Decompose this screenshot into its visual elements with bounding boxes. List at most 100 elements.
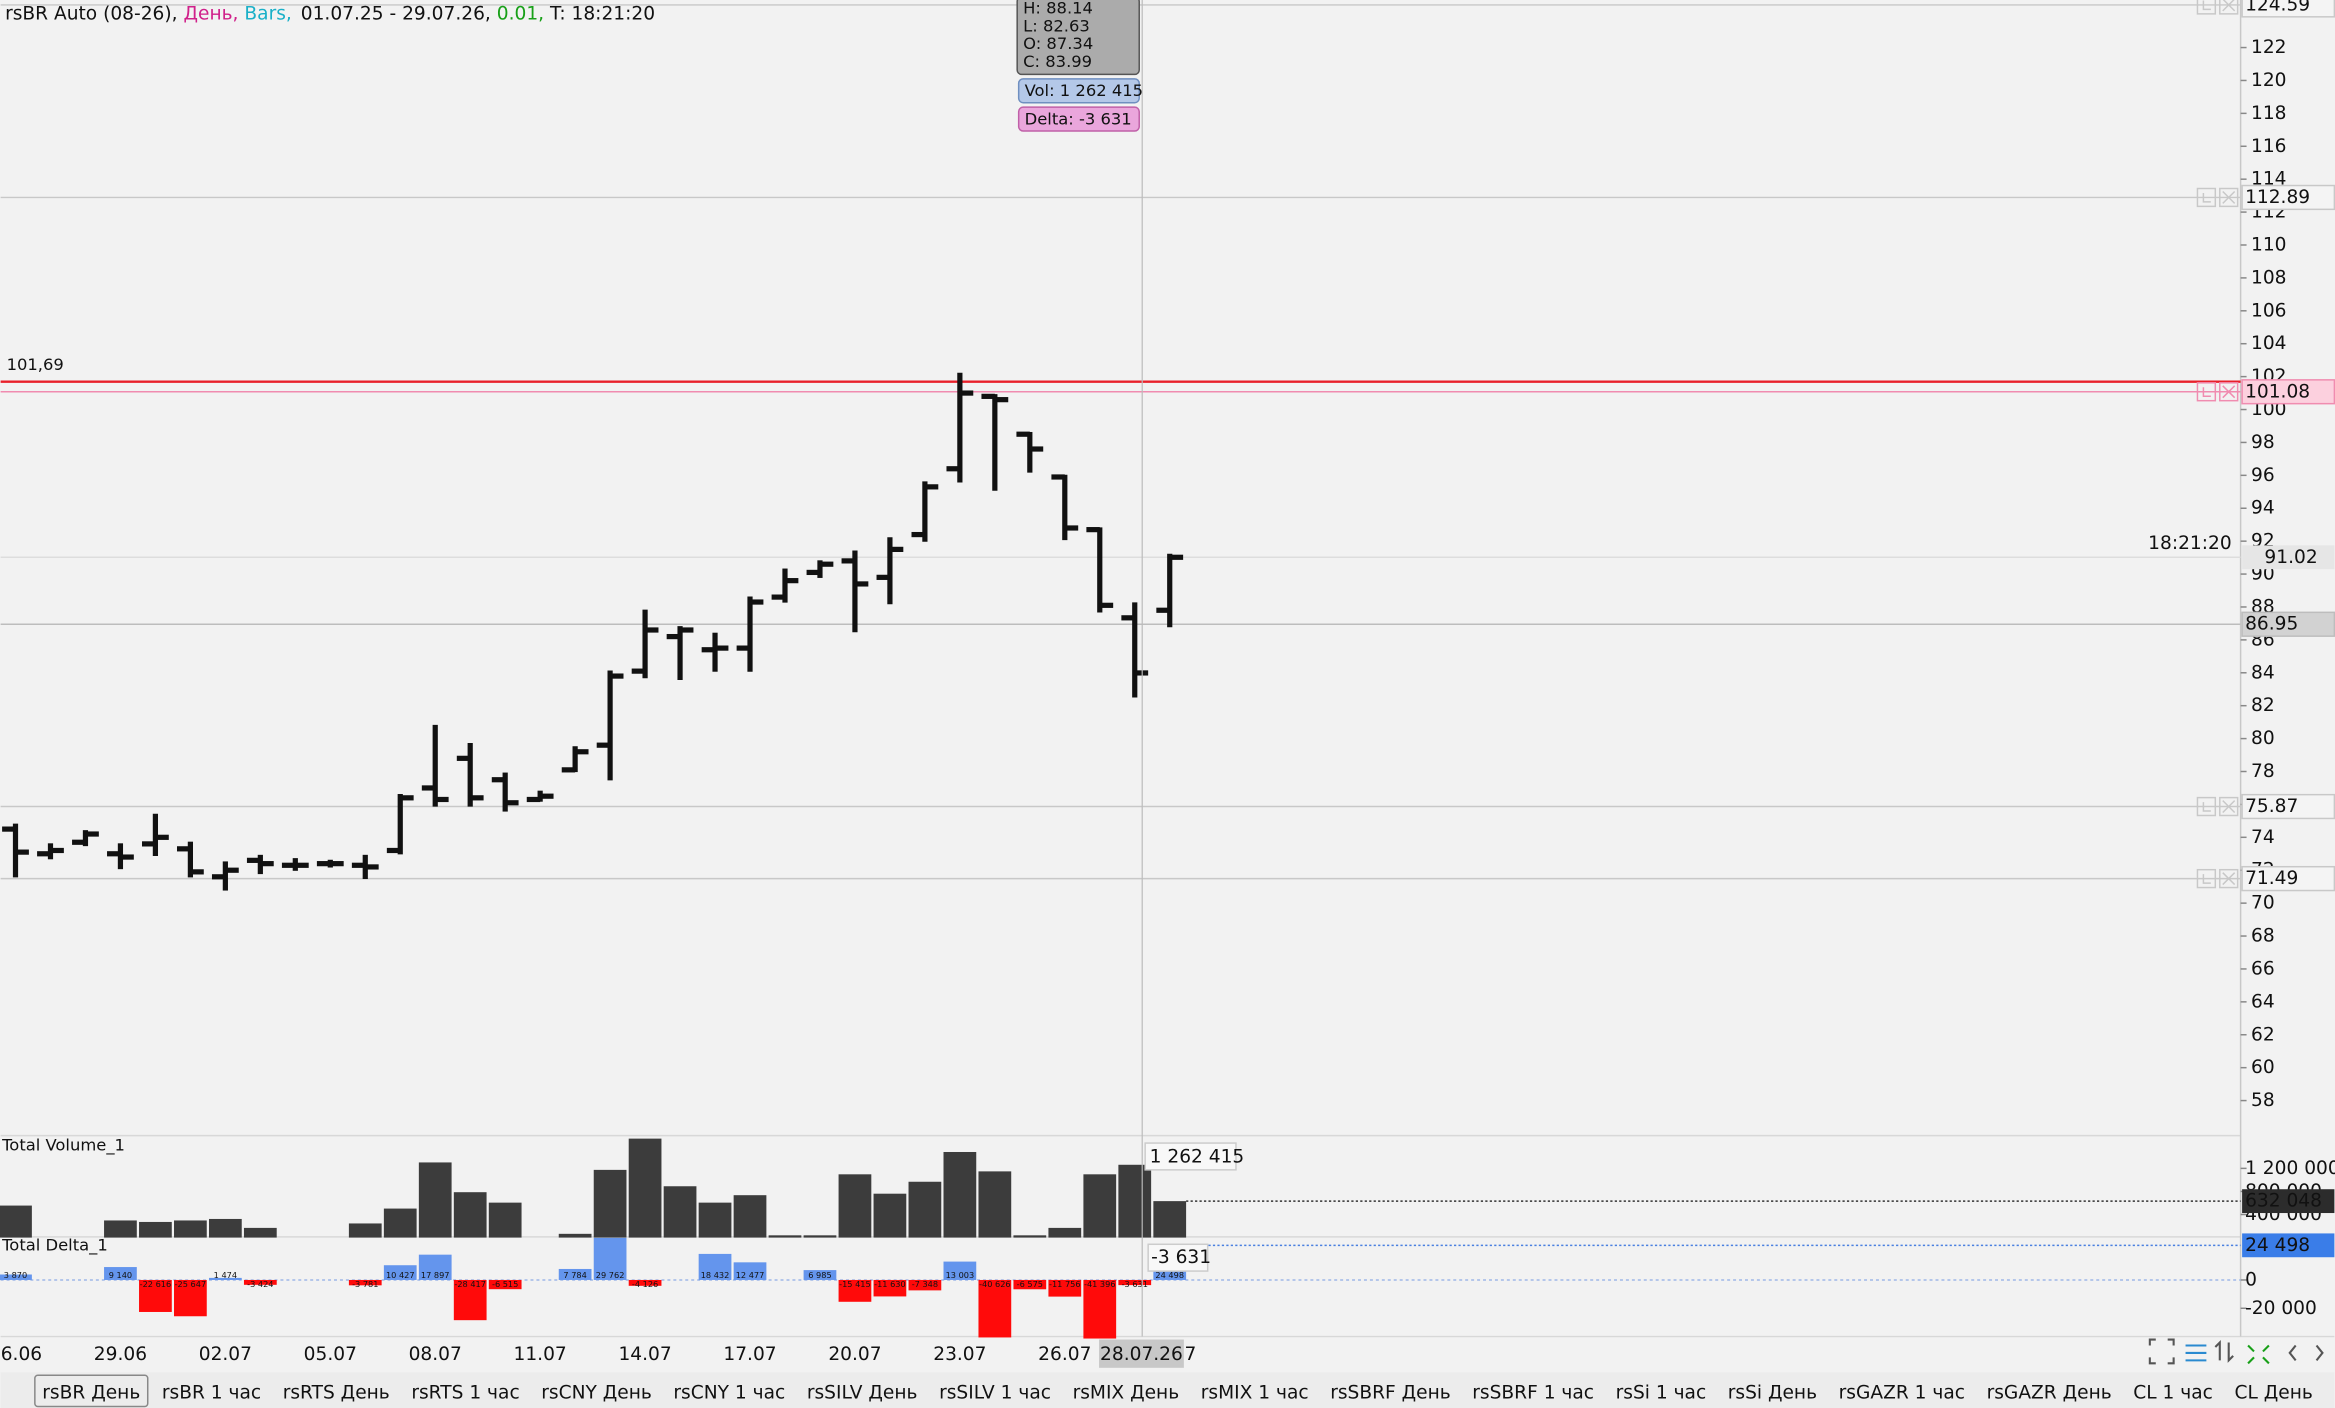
price-level-box <box>2241 611 2335 637</box>
delta-bar <box>104 1267 137 1280</box>
volume-bar <box>139 1221 172 1238</box>
delta-label: 10 427 <box>386 1270 415 1280</box>
delta-bar <box>593 1237 627 1280</box>
y-tick-label: 70 <box>2251 893 2275 914</box>
volume-bar <box>733 1195 767 1238</box>
alert-label: 101,69 <box>7 355 64 374</box>
crosshair-date: 28.07.26 <box>1100 1344 1183 1365</box>
volume-bar <box>768 1235 802 1238</box>
y-tick-label: 98 <box>2251 432 2275 453</box>
delta-bar <box>943 1261 977 1280</box>
tab[interactable]: rsSBRF 1 час <box>1472 1383 1594 1404</box>
volume-bar <box>418 1162 452 1238</box>
tab[interactable]: rsRTS День <box>283 1383 390 1404</box>
remove-icon[interactable] <box>2219 0 2239 15</box>
delta-label: -4 126 <box>632 1279 658 1289</box>
delta-bar <box>838 1279 872 1302</box>
x-tick-label: 05.07 <box>304 1344 357 1365</box>
tab[interactable]: CL 1 час <box>2133 1383 2213 1404</box>
y-tick-label: 96 <box>2251 465 2275 486</box>
delta-label: -3 424 <box>247 1279 273 1289</box>
tab[interactable]: rsCNY 1 час <box>673 1383 785 1404</box>
active-tab[interactable] <box>34 1374 149 1408</box>
crosshair-volume: 1 262 415 <box>1150 1147 1245 1168</box>
y-tick-label: 80 <box>2251 728 2275 749</box>
lock-icon[interactable] <box>2196 868 2217 889</box>
remove-icon[interactable] <box>2219 868 2239 889</box>
volume-last-label: 632 048 <box>2245 1191 2322 1212</box>
delta-label: 7 784 <box>563 1270 586 1280</box>
delta-bar <box>348 1279 382 1286</box>
tab[interactable]: rsSILV День <box>807 1383 918 1404</box>
tab[interactable]: rsRTS 1 час <box>411 1383 519 1404</box>
tab[interactable]: rsSi День <box>1728 1383 1817 1404</box>
volume-bar <box>803 1235 837 1238</box>
scroll-icon[interactable] <box>2288 1344 2324 1362</box>
y-tick-label: 116 <box>2251 136 2287 157</box>
delta-bar <box>733 1262 767 1280</box>
tab[interactable]: rsCNY День <box>541 1383 652 1404</box>
price-level-box <box>2241 184 2335 211</box>
volume-bar <box>558 1233 592 1238</box>
volume-bar <box>208 1218 242 1238</box>
tab[interactable]: rsBR 1 час <box>162 1383 261 1404</box>
crosshair-delta-box <box>1147 1243 1209 1272</box>
lock-icon[interactable] <box>2196 382 2217 402</box>
volume-bar <box>1153 1201 1187 1238</box>
y-tick-label: 94 <box>2251 498 2275 519</box>
style: Bars, <box>244 3 291 24</box>
tab[interactable]: rsGAZR 1 час <box>1839 1383 1965 1404</box>
expand-icon[interactable] <box>2247 1344 2270 1365</box>
volume-bar <box>0 1205 32 1238</box>
volume-last-box <box>2242 1189 2335 1214</box>
crosshair-volume-box <box>1144 1142 1237 1171</box>
range: 01.07.25 - 29.07.26, <box>301 3 491 24</box>
delta-label: 1 474 <box>214 1270 237 1280</box>
y-tick-label: 114 <box>2251 169 2287 190</box>
x-tick-label: 20.07 <box>828 1344 881 1365</box>
volume-bar <box>873 1193 907 1238</box>
lock-icon[interactable] <box>2196 0 2217 15</box>
y-tick-label: 64 <box>2251 991 2275 1012</box>
tab[interactable]: rsGAZR День <box>1987 1383 2112 1404</box>
remove-icon[interactable] <box>2219 382 2239 402</box>
tooltip-line: L: 82.63 <box>1023 16 1090 35</box>
x-tick-label: 26.06 <box>0 1344 42 1365</box>
step: 0.01, <box>497 3 544 24</box>
volume-bar <box>453 1192 487 1238</box>
tab[interactable]: rsMIX 1 час <box>1201 1383 1309 1404</box>
price-level-box <box>2241 0 2335 18</box>
volume-bar <box>838 1174 872 1238</box>
tab[interactable]: CL День <box>2234 1383 2312 1404</box>
sort-icon[interactable] <box>2214 1339 2234 1363</box>
tab[interactable]: rsSBRF День <box>1330 1383 1451 1404</box>
delta-label: -11 756 <box>1049 1279 1081 1289</box>
volume-box <box>1017 78 1140 104</box>
volume-bar <box>1118 1164 1152 1238</box>
tab[interactable]: rsMIX День <box>1073 1383 1180 1404</box>
remove-icon[interactable] <box>2219 187 2239 208</box>
tab[interactable]: rsSILV 1 час <box>939 1383 1051 1404</box>
remove-icon[interactable] <box>2219 796 2239 817</box>
remove-icon-glyph <box>2222 800 2236 814</box>
delta-label: 12 477 <box>736 1270 765 1280</box>
remove-icon-glyph <box>2222 0 2236 12</box>
tab[interactable]: rsBR День <box>42 1383 140 1404</box>
lock-icon-glyph <box>2202 802 2211 812</box>
fullscreen-icon[interactable] <box>2148 1338 2175 1365</box>
settings-icon[interactable] <box>2185 1344 2207 1362</box>
volume-bar <box>1048 1227 1082 1238</box>
remove-icon-glyph <box>2222 385 2236 399</box>
delta-label: -11 630 <box>874 1279 906 1289</box>
toolbar-icons <box>2148 1338 2324 1365</box>
y-tick-label: 108 <box>2251 267 2287 288</box>
delta-label: -6 515 <box>492 1279 518 1289</box>
y-tick-label: 74 <box>2251 827 2275 848</box>
y-tick-label: 84 <box>2251 662 2275 683</box>
lock-icon[interactable] <box>2196 187 2217 208</box>
delta-bar <box>1013 1279 1047 1290</box>
lock-icon[interactable] <box>2196 796 2217 817</box>
tab[interactable]: rsSi 1 час <box>1616 1383 1707 1404</box>
symbol: rsBR Auto (08-26), <box>5 3 177 24</box>
